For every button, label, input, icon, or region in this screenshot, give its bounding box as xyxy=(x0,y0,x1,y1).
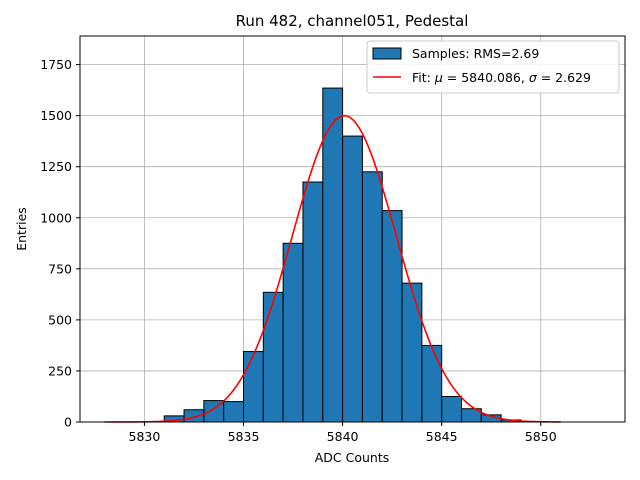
plot-area-frame xyxy=(79,35,626,423)
histogram-bars xyxy=(163,87,522,423)
histogram-bar xyxy=(342,135,363,423)
chart-title: Run 482, channel051, Pedestal xyxy=(236,12,469,30)
histogram-bar xyxy=(243,351,264,423)
legend-sigma-symbol: σ xyxy=(529,70,538,85)
x-tick-label: 5835 xyxy=(228,429,260,444)
legend-mu-symbol: μ xyxy=(434,70,443,85)
legend-samples-swatch xyxy=(372,47,402,60)
y-tick-label: 500 xyxy=(48,312,72,327)
y-tick-label: 250 xyxy=(48,363,72,378)
legend-fit-label: Fit: μ = 5840.086, σ = 2.629 xyxy=(412,70,591,85)
legend-mu-value: = 5840.086, xyxy=(443,70,529,85)
x-axis-ticks: 5830 5835 5840 5845 5850 xyxy=(129,422,557,444)
y-tick-label: 1000 xyxy=(40,210,72,225)
histogram-bar xyxy=(282,242,304,423)
x-axis-label: ADC Counts xyxy=(315,450,390,465)
histogram-bar xyxy=(322,87,344,423)
histogram-bar xyxy=(381,210,403,423)
histogram-bar xyxy=(361,171,383,423)
y-tick-label: 1750 xyxy=(40,57,72,72)
histogram-bar xyxy=(421,344,443,423)
x-tick-label: 5850 xyxy=(525,429,557,444)
histogram-bar xyxy=(441,395,463,423)
y-tick-label: 1500 xyxy=(40,108,72,123)
legend-sigma-value: = 2.629 xyxy=(537,70,591,85)
y-tick-label: 0 xyxy=(64,415,72,430)
histogram-bar xyxy=(223,401,245,423)
y-axis-label: Entries xyxy=(14,207,29,251)
x-tick-label: 5845 xyxy=(426,429,458,444)
y-axis-ticks: 0 250 500 750 1000 1250 1500 1750 xyxy=(40,57,80,430)
y-tick-label: 750 xyxy=(48,261,72,276)
legend: Samples: RMS=2.69 Fit: μ = 5840.086, σ =… xyxy=(366,40,620,94)
legend-samples-label: Samples: RMS=2.69 xyxy=(412,46,539,61)
legend-fit-prefix: Fit: xyxy=(412,70,435,85)
legend-frame xyxy=(366,40,620,94)
x-tick-label: 5840 xyxy=(327,429,359,444)
histogram-bar xyxy=(401,282,423,423)
histogram-bar xyxy=(262,291,284,423)
gaussian-fit-curve xyxy=(104,114,561,423)
histogram-bar xyxy=(302,181,324,423)
y-tick-label: 1250 xyxy=(40,159,72,174)
x-tick-label: 5830 xyxy=(129,429,161,444)
